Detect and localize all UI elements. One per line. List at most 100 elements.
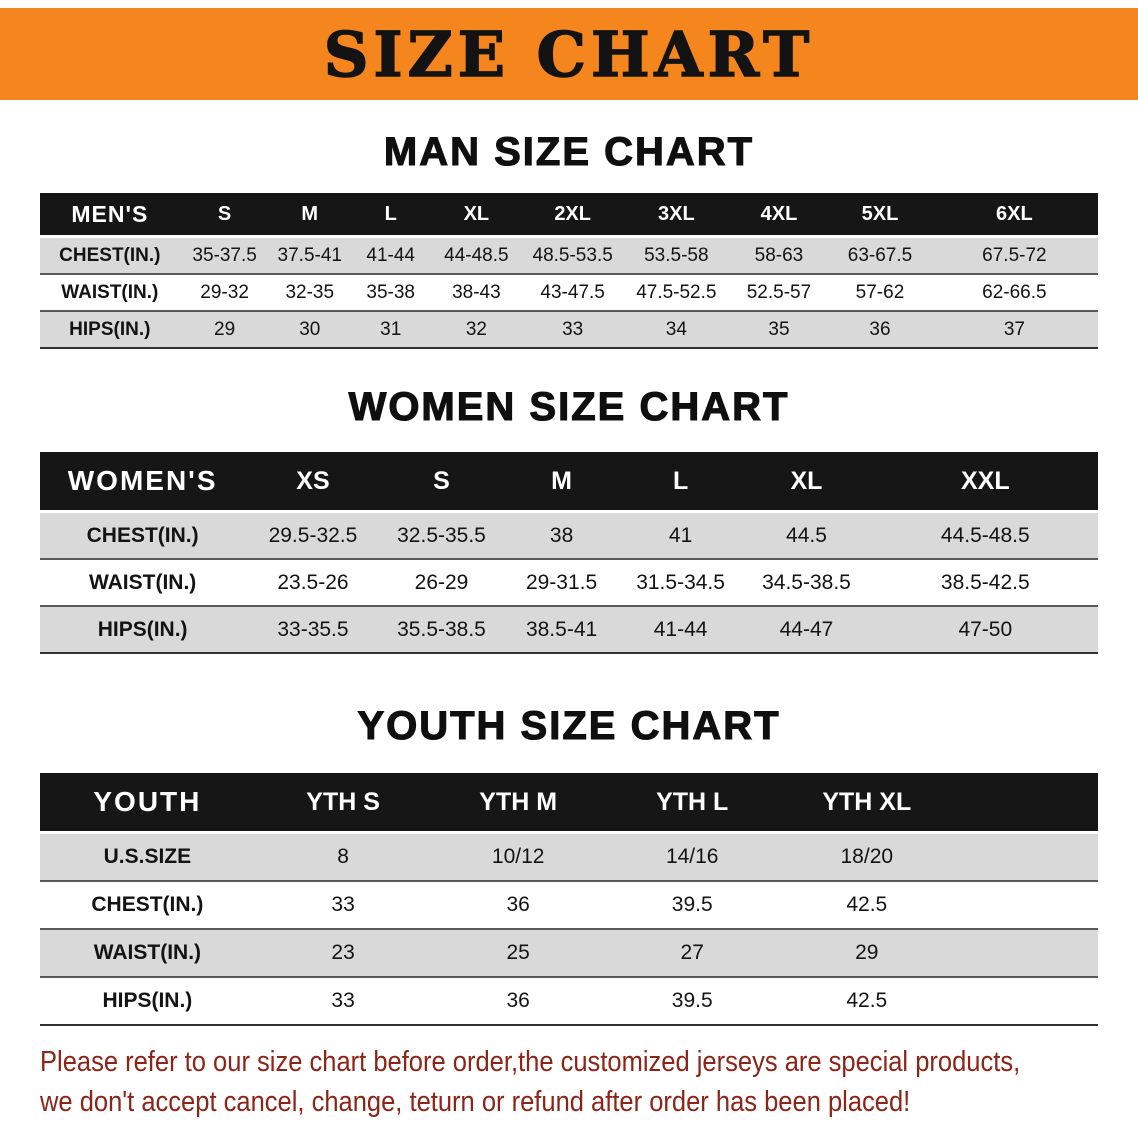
value-cell: 62-66.5 (930, 274, 1098, 312)
footer-note: Please refer to our size chart before or… (0, 1042, 1138, 1122)
value-cell: 53.5-58 (623, 236, 729, 275)
value-cell: 25 (431, 929, 605, 978)
value-cell: 10/12 (431, 832, 605, 882)
section-women: WOMEN SIZE CHART WOMEN'S XS S M L XL XXL CHEST(… (0, 384, 1138, 654)
table-title-cell: YOUTH (40, 773, 255, 834)
value-cell: 34 (623, 311, 729, 349)
table-row: CHEST(IN.) 33 36 39.5 42.5 (40, 881, 1098, 930)
value-cell: 38.5-42.5 (872, 559, 1098, 607)
size-column-header: S (179, 193, 270, 238)
value-cell: 27 (604, 929, 780, 978)
size-column-header: L (349, 193, 432, 238)
table-row: HIPS(IN.) 33-35.5 35.5-38.5 38.5-41 41-44 44-… (40, 606, 1098, 654)
size-column-header: YTH S (254, 773, 432, 834)
men-section-title: MAN SIZE CHART (383, 129, 755, 174)
table-header-row: MEN'S S M L XL 2XL 3XL 4XL 5XL 6XL (40, 193, 1098, 238)
value-cell: 29.5-32.5 (245, 511, 381, 560)
youth-size-table: YOUTH YTH S YTH M YTH L YTH XL U.S.SIZE 8 10/12… (40, 773, 1098, 1026)
table-row: WAIST(IN.) 23 25 27 29 (40, 929, 1098, 978)
value-cell: 23.5-26 (245, 559, 381, 607)
value-cell: 32-35 (269, 274, 350, 312)
value-cell: 18/20 (779, 832, 955, 882)
footer-line-2: we don't accept cancel, change, teturn o… (40, 1086, 911, 1118)
size-column-header: XXL (872, 452, 1098, 513)
size-column-header: L (620, 452, 741, 513)
row-label-cell: U.S.SIZE (40, 832, 255, 882)
size-column-header: 3XL (623, 193, 729, 238)
value-cell: 29 (179, 311, 270, 349)
row-label-cell: HIPS(IN.) (40, 977, 255, 1026)
value-cell: 37 (930, 311, 1098, 349)
value-cell: 43-47.5 (521, 274, 624, 312)
value-cell: 8 (254, 832, 432, 882)
value-cell: 29-32 (179, 274, 270, 312)
table-row: WAIST(IN.) 29-32 32-35 35-38 38-43 43-47.5 47.… (40, 274, 1098, 312)
size-column-header: 6XL (930, 193, 1098, 238)
value-cell: 47.5-52.5 (623, 274, 729, 312)
size-column-header: 5XL (829, 193, 931, 238)
value-cell: 38.5-41 (502, 606, 621, 654)
size-column-header: M (269, 193, 350, 238)
footer-line-1: Please refer to our size chart before or… (40, 1046, 1021, 1078)
row-label-cell: HIPS(IN.) (40, 606, 246, 654)
value-cell: 33 (254, 977, 432, 1026)
value-cell: 52.5-57 (728, 274, 830, 312)
value-cell: 44.5-48.5 (872, 511, 1098, 560)
value-cell: 29 (779, 929, 955, 978)
value-cell: 47-50 (872, 606, 1098, 654)
men-size-table: MEN'S S M L XL 2XL 3XL 4XL 5XL 6XL CHEST(IN.) 35-37… (40, 193, 1098, 349)
value-cell: 32 (431, 311, 522, 349)
table-row: WAIST(IN.) 23.5-26 26-29 29-31.5 31.5-34.5 34… (40, 559, 1098, 607)
table-header-row: YOUTH YTH S YTH M YTH L YTH XL (40, 773, 1098, 834)
value-cell: 35 (728, 311, 830, 349)
value-cell: 44.5 (740, 511, 873, 560)
row-label-cell: CHEST(IN.) (40, 236, 180, 275)
size-chart-content: MAN SIZE CHART MEN'S S M L XL 2XL 3XL 4XL 5XL 6XL… (0, 129, 1138, 1026)
size-column-header: YTH XL (779, 773, 955, 834)
value-cell: 35.5-38.5 (380, 606, 503, 654)
filler-cell (954, 977, 1098, 1026)
table-header-row: WOMEN'S XS S M L XL XXL (40, 452, 1098, 513)
value-cell: 36 (431, 977, 605, 1026)
size-column-header: XL (740, 452, 873, 513)
row-label-cell: WAIST(IN.) (40, 929, 255, 978)
value-cell: 33-35.5 (245, 606, 381, 654)
value-cell: 31.5-34.5 (620, 559, 741, 607)
value-cell: 44-48.5 (431, 236, 522, 275)
value-cell: 42.5 (779, 977, 955, 1026)
row-label-cell: CHEST(IN.) (40, 881, 255, 930)
value-cell: 39.5 (604, 977, 780, 1026)
row-label-cell: WAIST(IN.) (40, 274, 180, 312)
section-youth: YOUTH SIZE CHART YOUTH YTH S YTH M YTH L YTH… (0, 703, 1138, 1026)
value-cell: 41-44 (620, 606, 741, 654)
value-cell: 63-67.5 (829, 236, 931, 275)
value-cell: 33 (521, 311, 624, 349)
size-column-header: 4XL (728, 193, 830, 238)
youth-section-title: YOUTH SIZE CHART (357, 703, 781, 748)
value-cell: 35-38 (349, 274, 432, 312)
table-row: CHEST(IN.) 29.5-32.5 32.5-35.5 38 41 44.5 44.5… (40, 511, 1098, 560)
size-column-header: YTH M (431, 773, 605, 834)
value-cell: 30 (269, 311, 350, 349)
filler-cell (954, 773, 1098, 834)
value-cell: 26-29 (380, 559, 503, 607)
table-row: HIPS(IN.) 29 30 31 32 33 34 35 36 37 (40, 311, 1098, 349)
size-column-header: XS (245, 452, 381, 513)
row-label-cell: HIPS(IN.) (40, 311, 180, 349)
value-cell: 31 (349, 311, 432, 349)
value-cell: 38-43 (431, 274, 522, 312)
row-label-cell: WAIST(IN.) (40, 559, 246, 607)
size-column-header: S (380, 452, 503, 513)
value-cell: 32.5-35.5 (380, 511, 503, 560)
banner: SIZE CHART (0, 8, 1138, 100)
size-column-header: XL (431, 193, 522, 238)
section-men: MAN SIZE CHART MEN'S S M L XL 2XL 3XL 4XL 5XL 6XL… (0, 129, 1138, 349)
women-size-table: WOMEN'S XS S M L XL XXL CHEST(IN.) 29.5-32.5 32.5… (40, 452, 1098, 654)
value-cell: 36 (431, 881, 605, 930)
value-cell: 41-44 (349, 236, 432, 275)
value-cell: 34.5-38.5 (740, 559, 873, 607)
value-cell: 42.5 (779, 881, 955, 930)
value-cell: 44-47 (740, 606, 873, 654)
size-column-header: YTH L (604, 773, 780, 834)
value-cell: 57-62 (829, 274, 931, 312)
